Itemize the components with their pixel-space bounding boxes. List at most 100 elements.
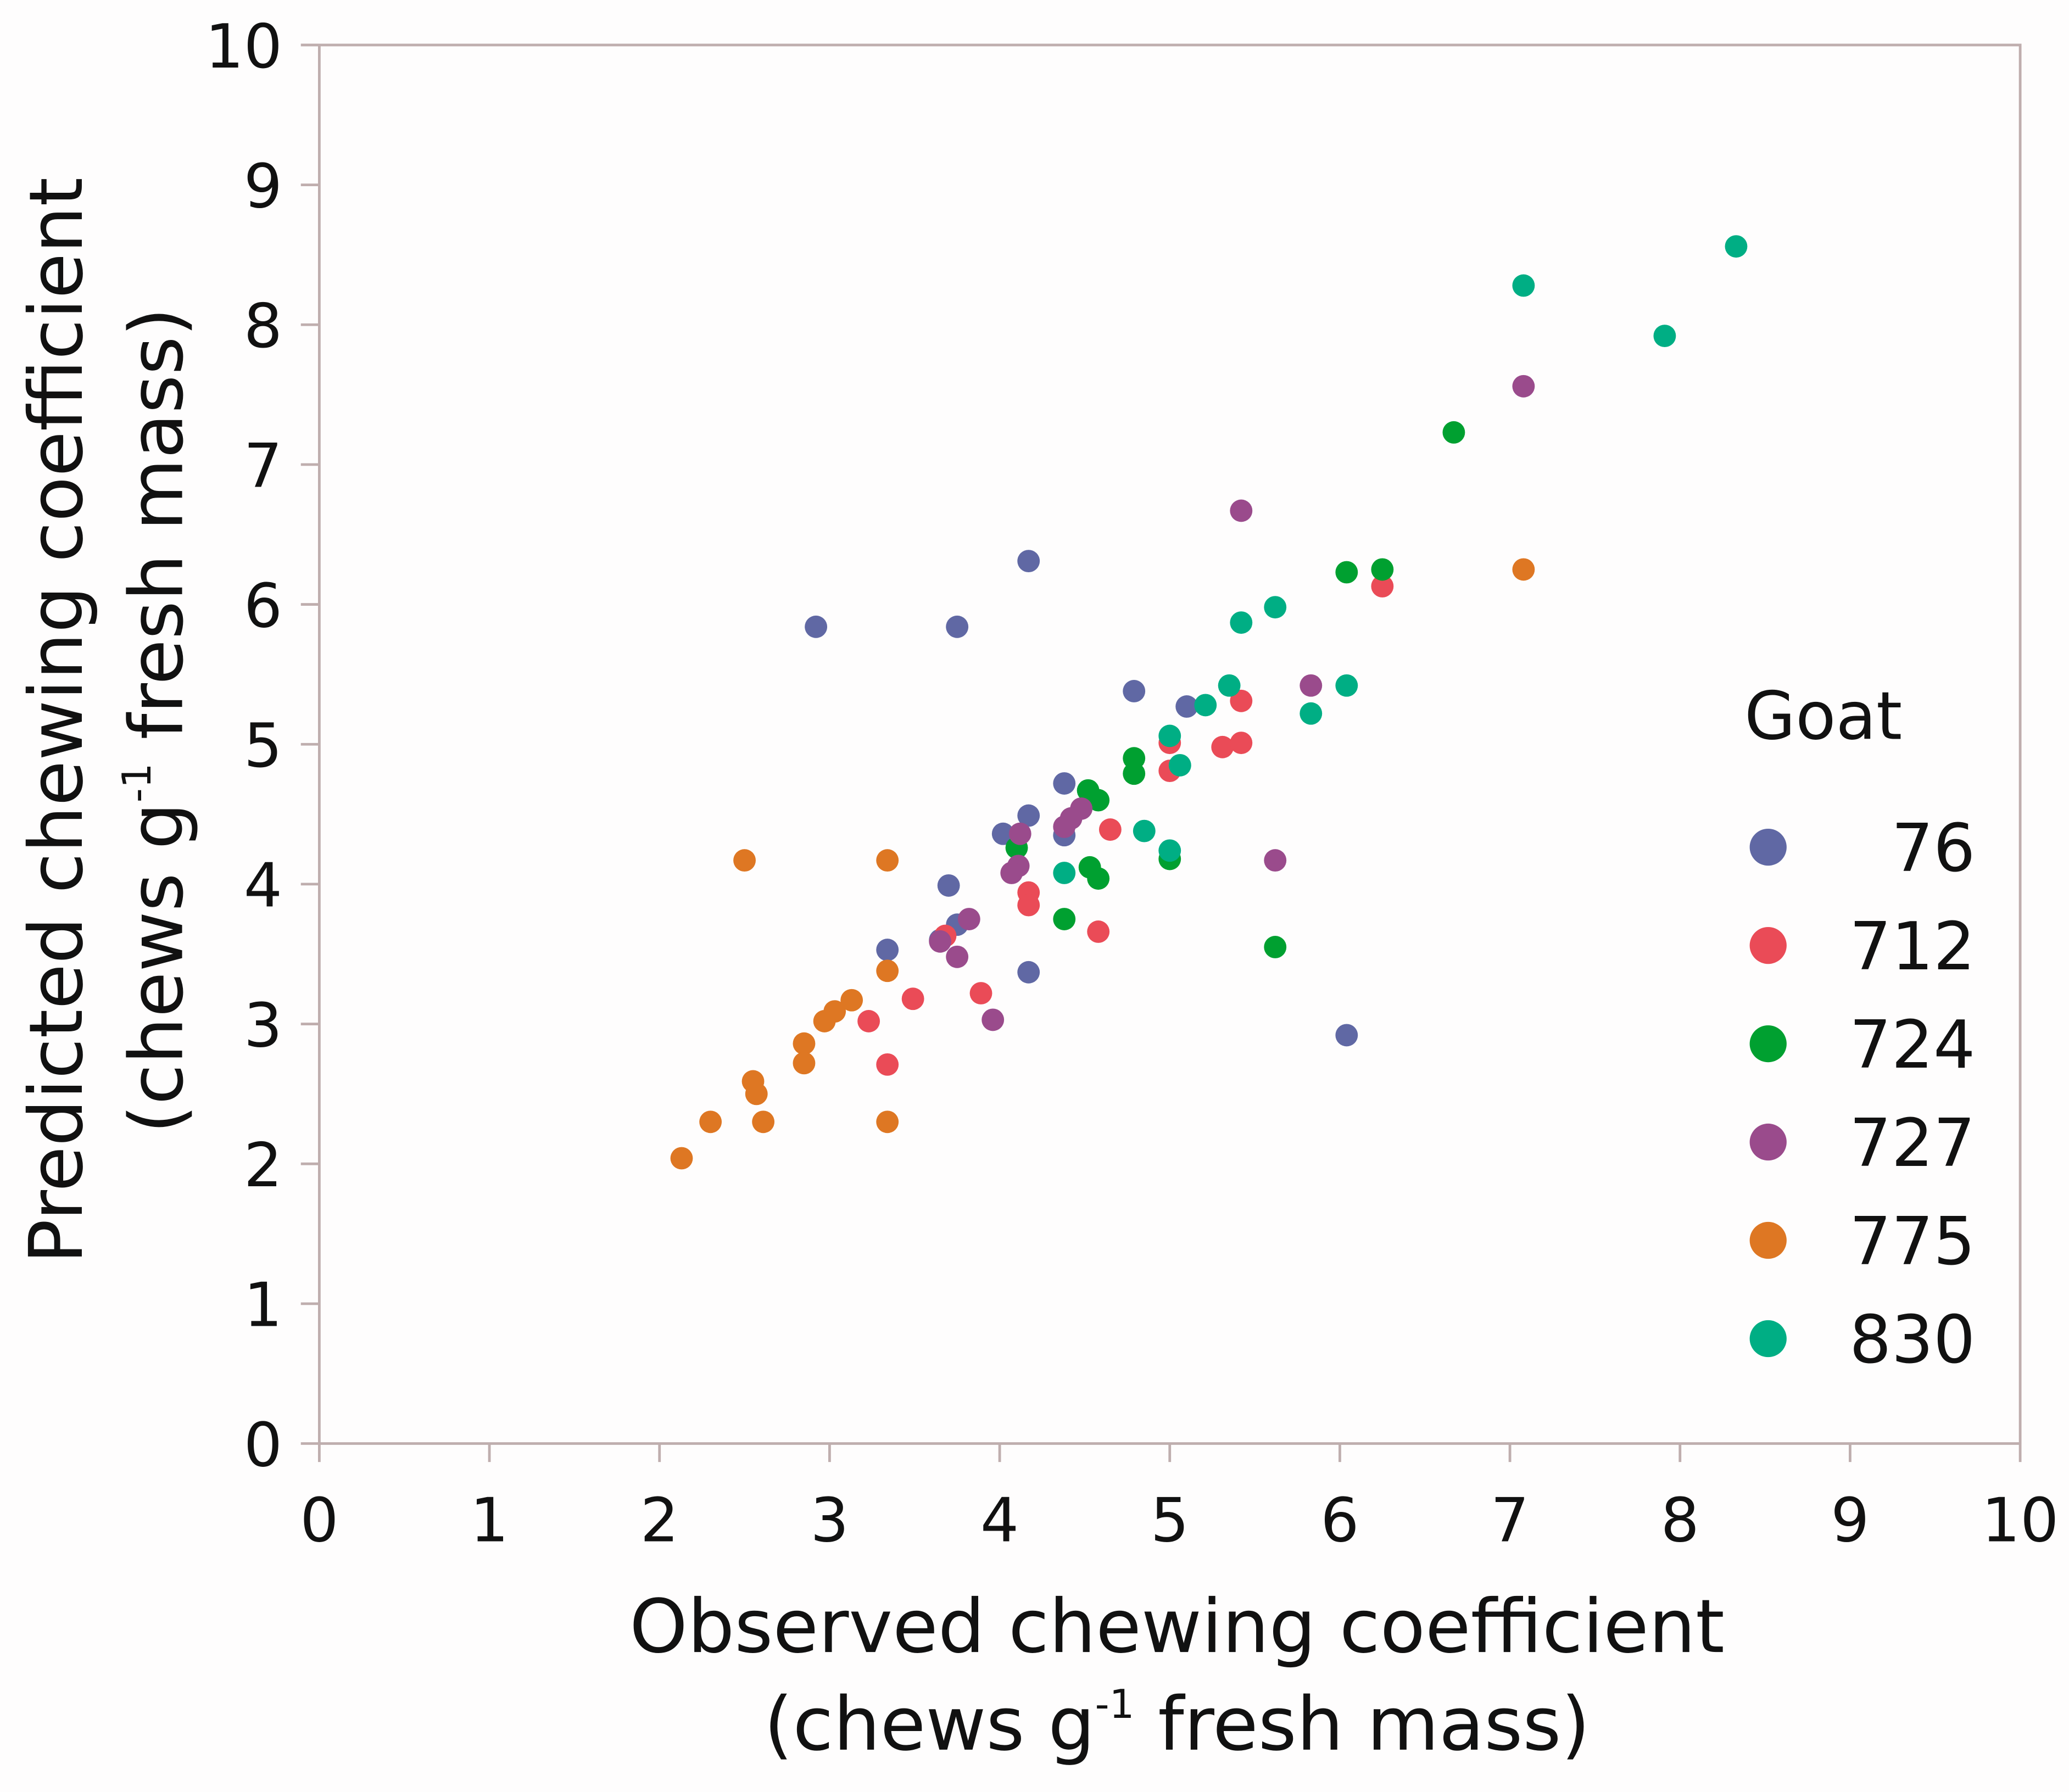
y-axis-label-line1: Predicted chewing coefficient [13, 177, 99, 1264]
data-point-goat-724 [1123, 747, 1146, 770]
x-tick-label: 1 [470, 1485, 509, 1556]
data-point-goat-76 [1123, 680, 1146, 702]
data-point-goat-76 [1017, 804, 1040, 827]
legend-label-727: 727 [1849, 1106, 1975, 1182]
data-point-goat-712 [1017, 894, 1040, 917]
legend-marker-712 [1749, 926, 1787, 964]
data-point-goat-727 [946, 945, 969, 968]
x-tick-label: 3 [810, 1485, 849, 1556]
data-point-goat-76 [1017, 961, 1040, 984]
data-point-goat-775 [876, 849, 899, 872]
data-point-goat-830 [1725, 235, 1748, 258]
x-tick-label: 8 [1661, 1485, 1699, 1556]
axis-ticks: 0 1 2 3 4 5 6 7 8 9 10 0 1 2 3 4 5 6 7 8 9 10 [205, 12, 2059, 1556]
y-tick-label: 7 [244, 431, 282, 502]
data-point-goat-724 [1053, 908, 1076, 930]
data-point-goat-727 [1000, 862, 1023, 884]
data-point-goat-76 [805, 615, 828, 638]
data-point-goat-712 [1230, 689, 1253, 712]
data-point-goat-775 [1512, 558, 1535, 581]
x-tick-label: 6 [1320, 1485, 1359, 1556]
x-tick-label: 10 [1982, 1485, 2059, 1556]
x-axis-label-line2: (chews g-1 fresh mass) [764, 1681, 1590, 1767]
y-tick-label: 2 [244, 1130, 282, 1201]
data-point-goat-775 [670, 1147, 693, 1170]
data-point-goat-724 [1087, 789, 1110, 812]
legend-marker-830 [1749, 1320, 1787, 1358]
data-point-goat-775 [733, 849, 756, 872]
legend-label-76: 76 [1892, 811, 1976, 887]
data-point-goat-727 [957, 908, 980, 930]
data-point-goat-712 [857, 1010, 880, 1032]
x-tick-label: 7 [1491, 1485, 1529, 1556]
data-point-goat-830 [1053, 862, 1076, 884]
data-point-goat-727 [1053, 816, 1076, 838]
data-point-goat-775 [793, 1032, 816, 1055]
y-tick-label: 4 [244, 851, 282, 922]
data-point-goat-727 [1264, 849, 1287, 872]
data-point-goat-830 [1158, 839, 1181, 862]
data-point-goat-76 [937, 874, 960, 897]
data-point-goat-775 [876, 1110, 899, 1134]
data-point-goat-775 [699, 1110, 722, 1134]
data-point-goat-724 [1371, 558, 1394, 581]
data-point-goat-76 [876, 939, 899, 961]
data-point-goat-830 [1158, 724, 1181, 747]
data-point-goat-712 [1211, 735, 1234, 758]
data-point-goat-775 [745, 1082, 768, 1106]
x-axis-label-line1: Observed chewing coefficient [629, 1583, 1725, 1670]
legend-label-775: 775 [1849, 1204, 1975, 1280]
data-point-goat-727 [929, 930, 952, 953]
data-point-goat-775 [752, 1110, 775, 1134]
data-point-goat-712 [876, 1053, 899, 1076]
data-point-goat-712 [1371, 575, 1394, 598]
y-tick-label: 3 [244, 990, 282, 1061]
data-point-goat-775 [876, 959, 899, 982]
legend-title: Goat [1744, 679, 1902, 755]
data-point-goat-724 [1264, 936, 1287, 958]
y-tick-label: 1 [244, 1270, 282, 1341]
y-tick-label: 5 [244, 711, 282, 781]
x-tick-label: 5 [1151, 1485, 1189, 1556]
legend-label-724: 724 [1849, 1007, 1975, 1084]
y-tick-label: 10 [205, 12, 283, 82]
data-point-goat-830 [1512, 274, 1535, 297]
data-point-goat-712 [969, 982, 992, 1004]
data-point-goat-727 [1008, 822, 1031, 845]
legend-marker-727 [1749, 1123, 1787, 1161]
y-tick-label: 9 [244, 151, 282, 222]
legend: Goat 76 712 724 727 775 830 [1744, 679, 1975, 1378]
data-point-goat-76 [1017, 550, 1040, 573]
data-point-goat-712 [1230, 732, 1253, 755]
data-point-goat-775 [840, 989, 863, 1012]
data-point-goat-724 [1335, 561, 1358, 584]
legend-marker-775 [1749, 1221, 1787, 1259]
data-point-goat-775 [813, 1010, 836, 1032]
data-point-goat-76 [946, 615, 969, 638]
data-point-goat-724 [1442, 421, 1465, 444]
data-point-goat-76 [991, 822, 1014, 845]
data-point-goat-830 [1335, 674, 1358, 697]
data-point-goat-775 [793, 1052, 816, 1075]
x-tick-label: 9 [1831, 1485, 1869, 1556]
data-point-goat-830 [1300, 702, 1323, 725]
data-point-goat-712 [901, 987, 924, 1011]
y-tick-label: 8 [244, 291, 282, 362]
data-point-goat-830 [1218, 674, 1241, 697]
data-point-goat-830 [1168, 753, 1191, 777]
data-point-goat-830 [1194, 694, 1217, 717]
data-point-goat-712 [1098, 818, 1122, 841]
data-point-goat-830 [1230, 611, 1253, 634]
data-point-goat-727 [1300, 674, 1323, 697]
y-tick-label: 0 [244, 1410, 282, 1481]
x-tick-label: 4 [980, 1485, 1019, 1556]
data-point-goat-76 [1175, 695, 1198, 718]
data-point-goat-830 [1653, 325, 1676, 348]
data-point-goat-76 [1335, 1024, 1358, 1047]
data-point-goat-76 [1053, 772, 1076, 795]
data-point-goat-724 [1123, 762, 1146, 785]
y-tick-label: 6 [244, 571, 282, 641]
data-points [670, 235, 1748, 1170]
data-point-goat-724 [1087, 867, 1110, 890]
